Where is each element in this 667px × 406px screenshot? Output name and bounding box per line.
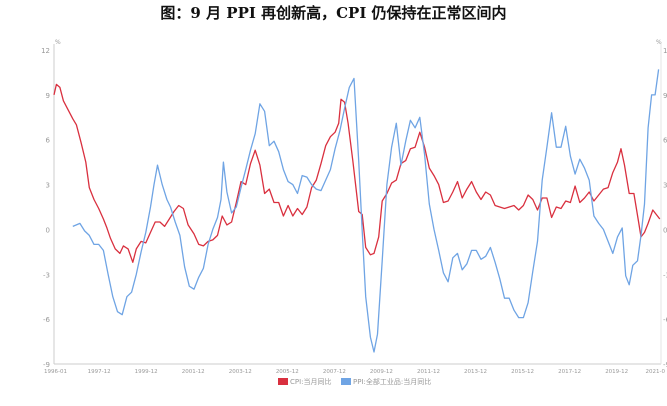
- y-tick-label-left: -3: [43, 271, 50, 279]
- y-tick-labels-left: 12 9 6 3 0 -3 -6 -9: [41, 47, 50, 369]
- y-tick-label-right: 6: [663, 137, 667, 145]
- x-tick-label: 2015-12: [511, 369, 534, 375]
- y-tick-label-right: -6: [663, 316, 667, 324]
- y-tick-label-right: 9: [663, 92, 667, 100]
- y-tick-label-right: -9: [663, 361, 667, 369]
- series-line-cpi: [53, 83, 661, 263]
- legend-label-cpi: CPI:当月同比: [290, 377, 332, 386]
- legend: CPI:当月同比 PPI:全部工业品:当月同比: [278, 377, 431, 386]
- y-tick-label-left: 0: [46, 226, 50, 234]
- y-tick-label-left: -6: [43, 316, 51, 324]
- x-tick-label: 1999-12: [135, 369, 158, 375]
- y-tick-label-left: 6: [46, 137, 51, 145]
- x-tick-label: 2019-12: [605, 369, 628, 375]
- series-line-ppi: [72, 69, 660, 353]
- y-tick-label-right: 0: [663, 226, 667, 234]
- x-tick-label: 2009-12: [370, 369, 393, 375]
- y-unit-right: %: [656, 39, 662, 46]
- y-tick-label-right: 12: [663, 47, 667, 55]
- y-tick-label-left: -9: [43, 361, 50, 369]
- x-tick-label: 1997-12: [88, 369, 111, 375]
- legend-swatch-cpi: [278, 378, 288, 385]
- x-tick-label: 2001-12: [182, 369, 205, 375]
- y-tick-label-left: 3: [46, 182, 50, 190]
- x-tick-label: 2007-12: [323, 369, 346, 375]
- series-lines: [53, 69, 661, 353]
- y-unit-left: %: [55, 39, 61, 46]
- y-tick-label-left: 9: [46, 92, 50, 100]
- x-tick-label: 2011-12: [417, 369, 440, 375]
- x-tick-label: 2005-12: [276, 369, 299, 375]
- y-tick-label-right: -3: [663, 271, 667, 279]
- y-tick-labels-right: 12 9 6 3 0 -3 -6 -9: [663, 47, 667, 369]
- x-tick-label: 2017-12: [558, 369, 581, 375]
- x-tick-label: 1996-01: [44, 369, 67, 375]
- x-tick-label: 2013-12: [464, 369, 487, 375]
- x-tick-labels: 1996-01 1997-12 1999-12 2001-12 2003-12 2005-…: [44, 369, 665, 375]
- x-tick-label: 2021-0: [646, 369, 666, 375]
- legend-swatch-ppi: [341, 378, 351, 385]
- y-tick-label-right: 3: [663, 182, 667, 190]
- chart-title: 图：9 月 PPI 再创新高，CPI 仍保持在正常区间内: [160, 4, 507, 22]
- legend-label-ppi: PPI:全部工业品:当月同比: [353, 377, 431, 386]
- x-tick-label: 2003-12: [229, 369, 252, 375]
- y-tick-label-left: 12: [41, 47, 50, 55]
